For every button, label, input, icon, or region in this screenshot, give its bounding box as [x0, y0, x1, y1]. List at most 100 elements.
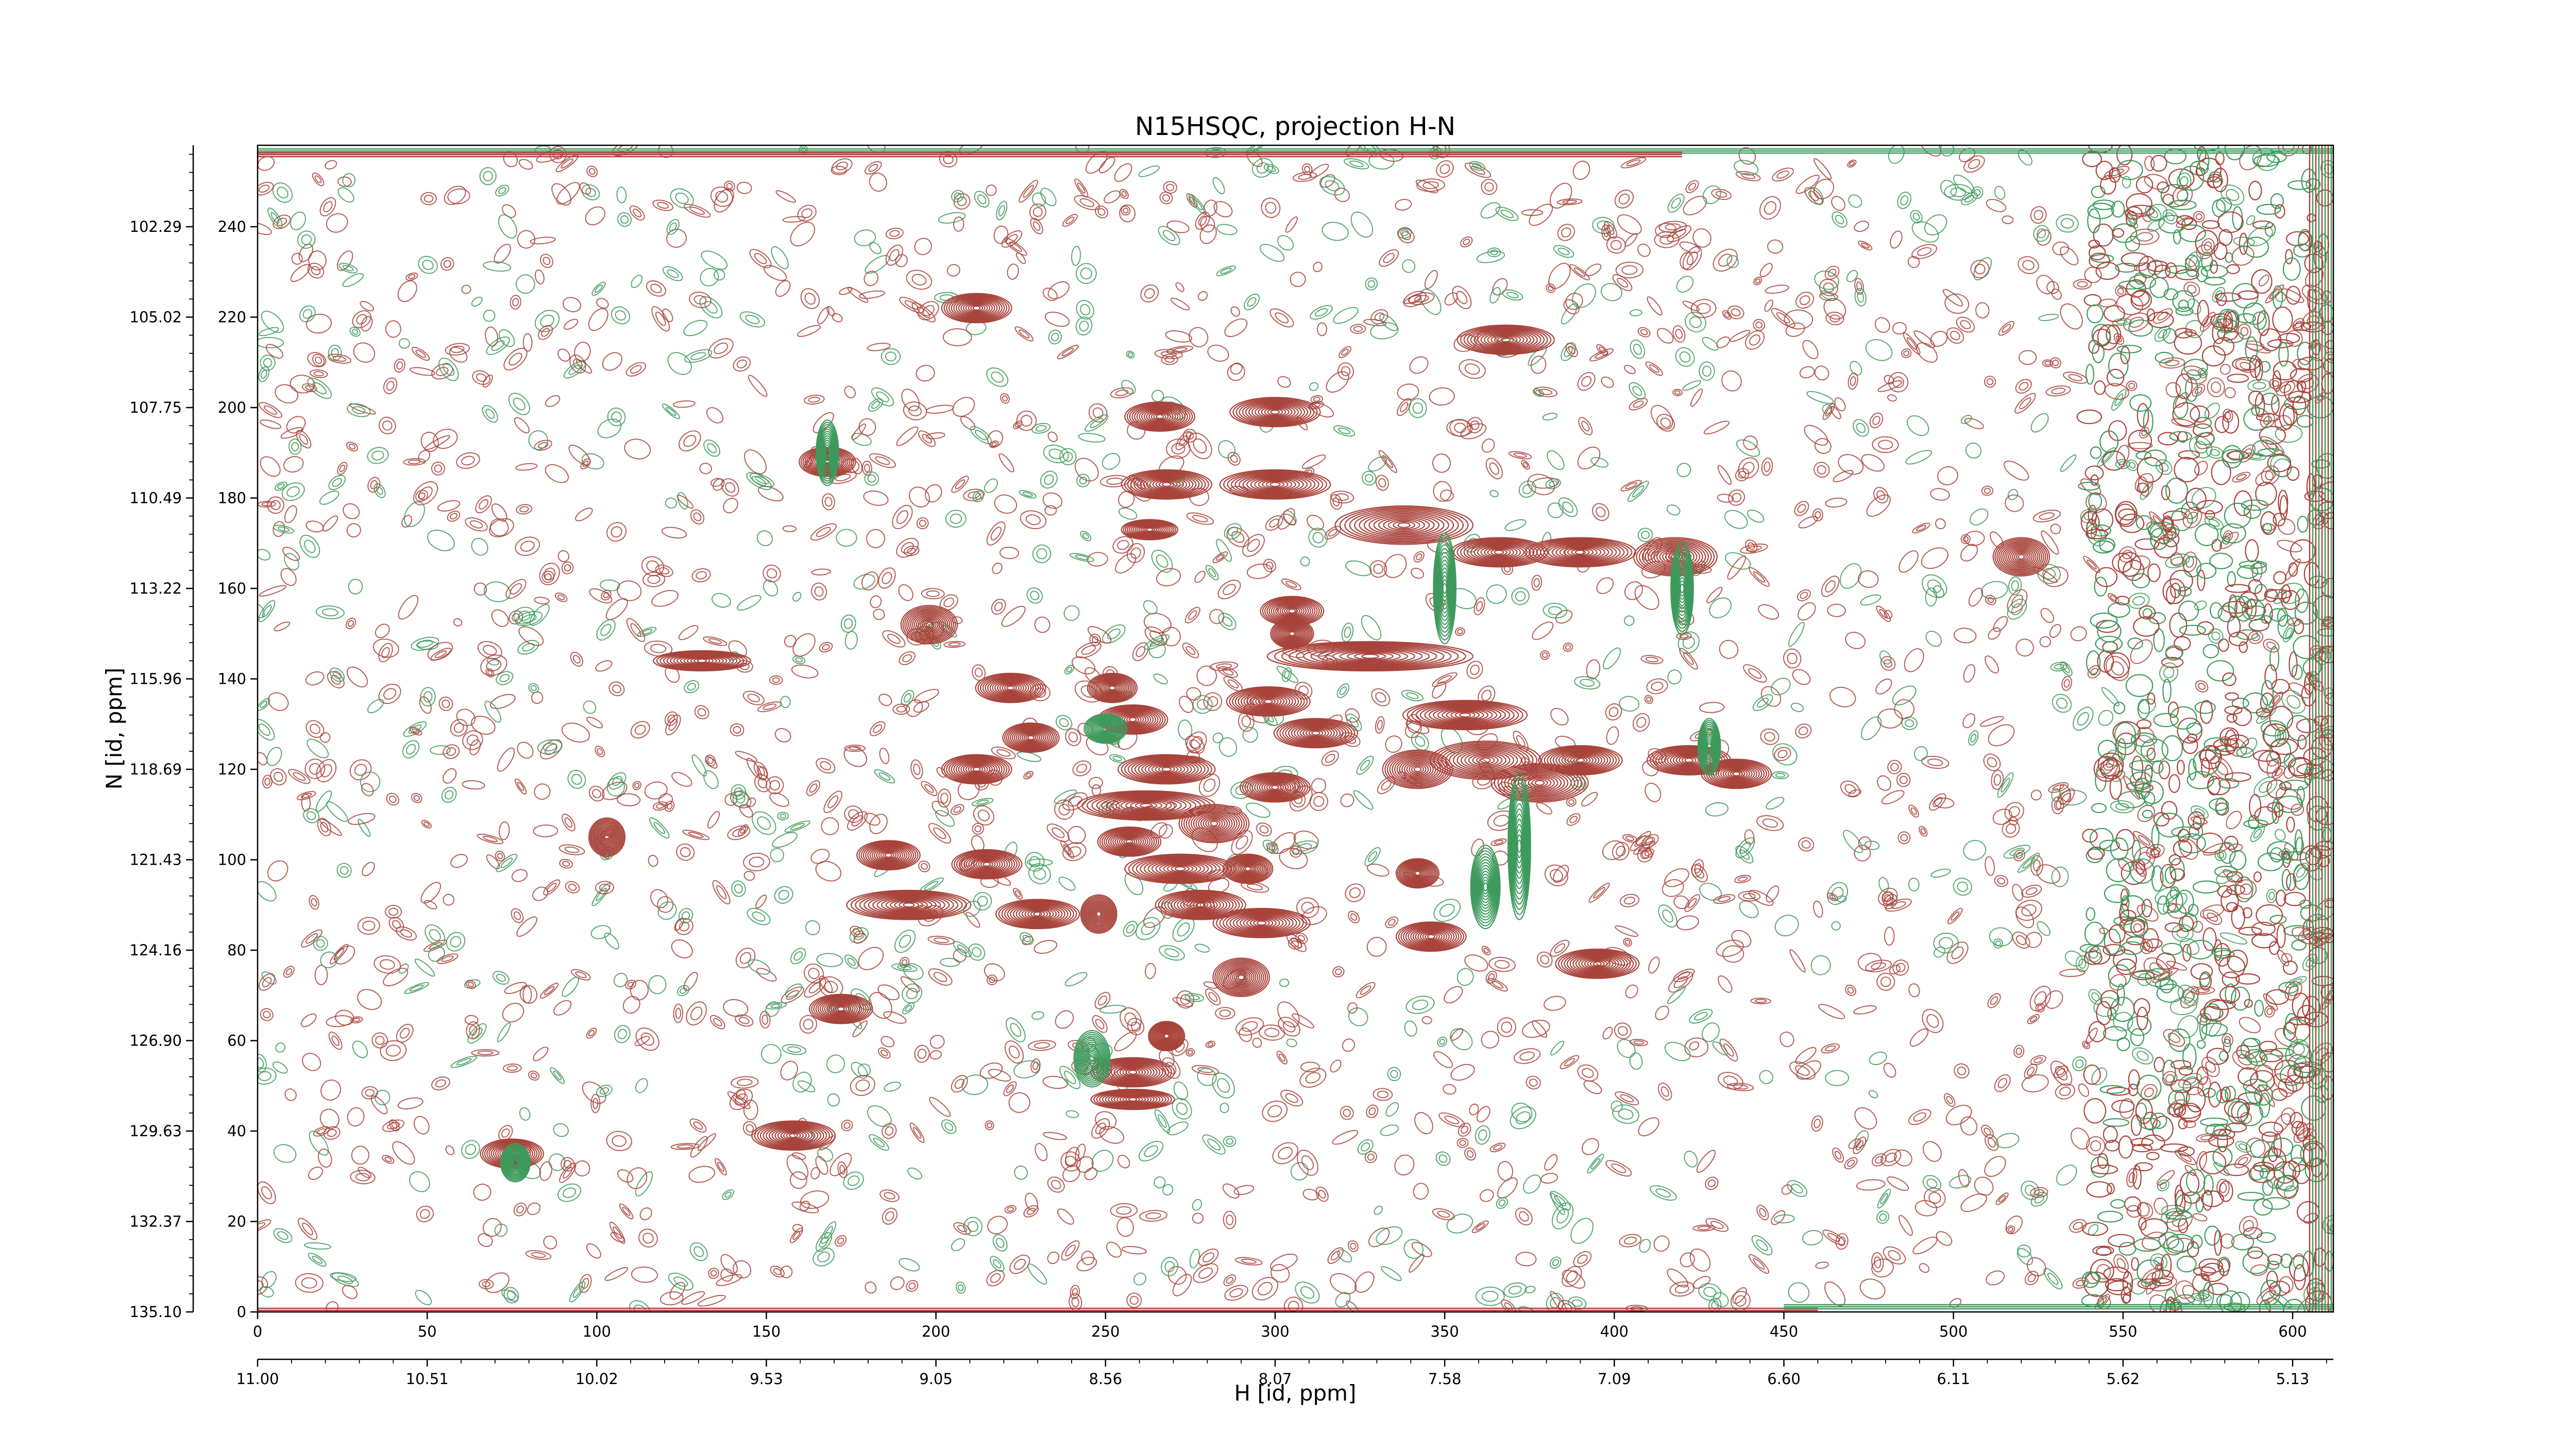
noise-contour-positive: [2002, 324, 2011, 333]
noise-contour-negative: [2021, 1181, 2040, 1200]
edge-contour-positive: [2291, 1121, 2305, 1136]
noise-contour-positive: [1748, 542, 1755, 550]
noise-contour-positive: [1876, 972, 1895, 991]
noise-contour-negative: [2253, 829, 2262, 839]
noise-contour-positive: [1332, 1130, 1359, 1145]
noise-contour-positive: [1264, 1027, 1280, 1037]
noise-contour-positive: [1717, 1072, 1743, 1090]
noise-contour-positive: [2130, 639, 2153, 664]
noise-contour-negative: [1192, 198, 1203, 211]
edge-contour-negative: [2297, 515, 2309, 533]
edge-contour-negative: [2143, 409, 2154, 434]
noise-contour-negative: [1031, 423, 1051, 434]
edge-contour-positive: [2201, 757, 2210, 778]
noise-contour-negative: [972, 947, 982, 957]
noise-contour-negative: [1925, 587, 1937, 607]
noise-contour-negative: [778, 889, 789, 900]
noise-contour-positive: [308, 1166, 323, 1180]
edge-contour-negative: [2095, 635, 2123, 652]
noise-contour-positive: [742, 1121, 757, 1136]
noise-contour-positive: [948, 642, 961, 647]
noise-contour-positive: [419, 696, 432, 714]
noise-contour-positive: [545, 395, 561, 407]
noise-contour-negative: [1112, 755, 1122, 762]
peak-positive: [856, 840, 921, 871]
noise-contour-positive: [738, 1017, 750, 1024]
noise-contour-positive: [1327, 1247, 1344, 1264]
noise-contour-positive: [606, 522, 627, 542]
noise-contour-positive: [993, 225, 1009, 244]
noise-contour-positive: [1019, 329, 1030, 339]
noise-contour-negative: [465, 1144, 477, 1155]
noise-contour-positive: [1130, 547, 1141, 559]
noise-contour-negative: [1733, 160, 1759, 176]
noise-contour-positive: [1654, 231, 1680, 248]
edge-contour-positive: [2084, 465, 2104, 481]
noise-contour-positive: [2060, 246, 2079, 265]
edge-contour-negative: [2133, 969, 2161, 979]
noise-contour-positive: [1565, 644, 1571, 650]
noise-contour-negative: [611, 411, 622, 423]
noise-contour-positive: [1436, 160, 1454, 178]
noise-contour-negative: [1014, 1165, 1028, 1180]
noise-contour-positive: [2036, 229, 2052, 246]
noise-contour-positive: [1203, 778, 1216, 792]
noise-contour-negative: [1550, 1192, 1565, 1216]
noise-contour-negative: [1360, 760, 1370, 771]
noise-contour-positive: [1930, 330, 1948, 347]
noise-contour-positive: [327, 1129, 337, 1137]
noise-contour-positive: [370, 480, 378, 490]
noise-contour-negative: [693, 1246, 704, 1257]
noise-contour-positive: [1481, 1031, 1499, 1049]
noise-contour-positive: [1224, 1285, 1248, 1301]
noise-contour-positive: [1640, 655, 1664, 664]
edge-contour-positive: [2213, 738, 2239, 752]
edge-contour-positive: [2282, 961, 2298, 975]
noise-contour-positive: [791, 1201, 819, 1214]
noise-contour-positive: [786, 1154, 809, 1181]
noise-contour-negative: [1144, 634, 1170, 650]
noise-contour-negative: [1429, 146, 1442, 160]
noise-contour-negative: [1325, 180, 1340, 192]
noise-contour-positive: [1057, 344, 1079, 360]
noise-contour-positive: [351, 1145, 369, 1165]
edge-contour-positive: [2224, 772, 2251, 782]
noise-contour-negative: [1619, 696, 1640, 712]
edge-contour-positive: [2108, 167, 2121, 183]
noise-contour-negative: [1587, 1153, 1604, 1174]
noise-contour-positive: [1437, 675, 1452, 684]
noise-contour-positive: [1672, 389, 1683, 396]
noise-contour-negative: [272, 1061, 288, 1074]
noise-contour-positive: [772, 677, 781, 683]
noise-contour-positive: [2235, 879, 2257, 900]
noise-contour-negative: [398, 338, 410, 349]
edge-contour-positive: [2096, 1001, 2112, 1025]
noise-contour-positive: [991, 442, 997, 447]
noise-contour-positive: [2022, 260, 2035, 271]
noise-contour-negative: [1405, 996, 1435, 1014]
noise-contour-positive: [450, 345, 465, 353]
noise-contour-negative: [1013, 1060, 1041, 1079]
noise-contour-positive: [690, 1006, 703, 1021]
noise-contour-negative: [1503, 1282, 1527, 1298]
noise-contour-positive: [1660, 417, 1671, 428]
noise-contour-negative: [1029, 856, 1041, 868]
noise-contour-negative: [1059, 718, 1069, 728]
noise-contour-negative: [1939, 937, 1954, 949]
noise-contour-positive: [361, 783, 374, 797]
noise-contour-positive: [418, 450, 431, 463]
peak-contour: [1027, 735, 1035, 740]
noise-contour-positive: [1172, 1274, 1192, 1296]
noise-contour-negative: [793, 951, 803, 961]
noise-contour-positive: [2026, 1257, 2046, 1276]
edge-contour-positive: [2154, 1056, 2165, 1073]
noise-contour-positive: [516, 1205, 524, 1214]
noise-contour-positive: [1061, 347, 1074, 357]
noise-contour-positive: [1198, 1267, 1213, 1279]
edge-contour-negative: [2299, 899, 2312, 909]
noise-contour-positive: [630, 365, 642, 374]
noise-contour-negative: [2122, 176, 2131, 189]
noise-contour-positive: [539, 1161, 552, 1181]
noise-contour-positive: [1278, 1017, 1301, 1037]
edge-contour-positive: [2119, 903, 2129, 924]
